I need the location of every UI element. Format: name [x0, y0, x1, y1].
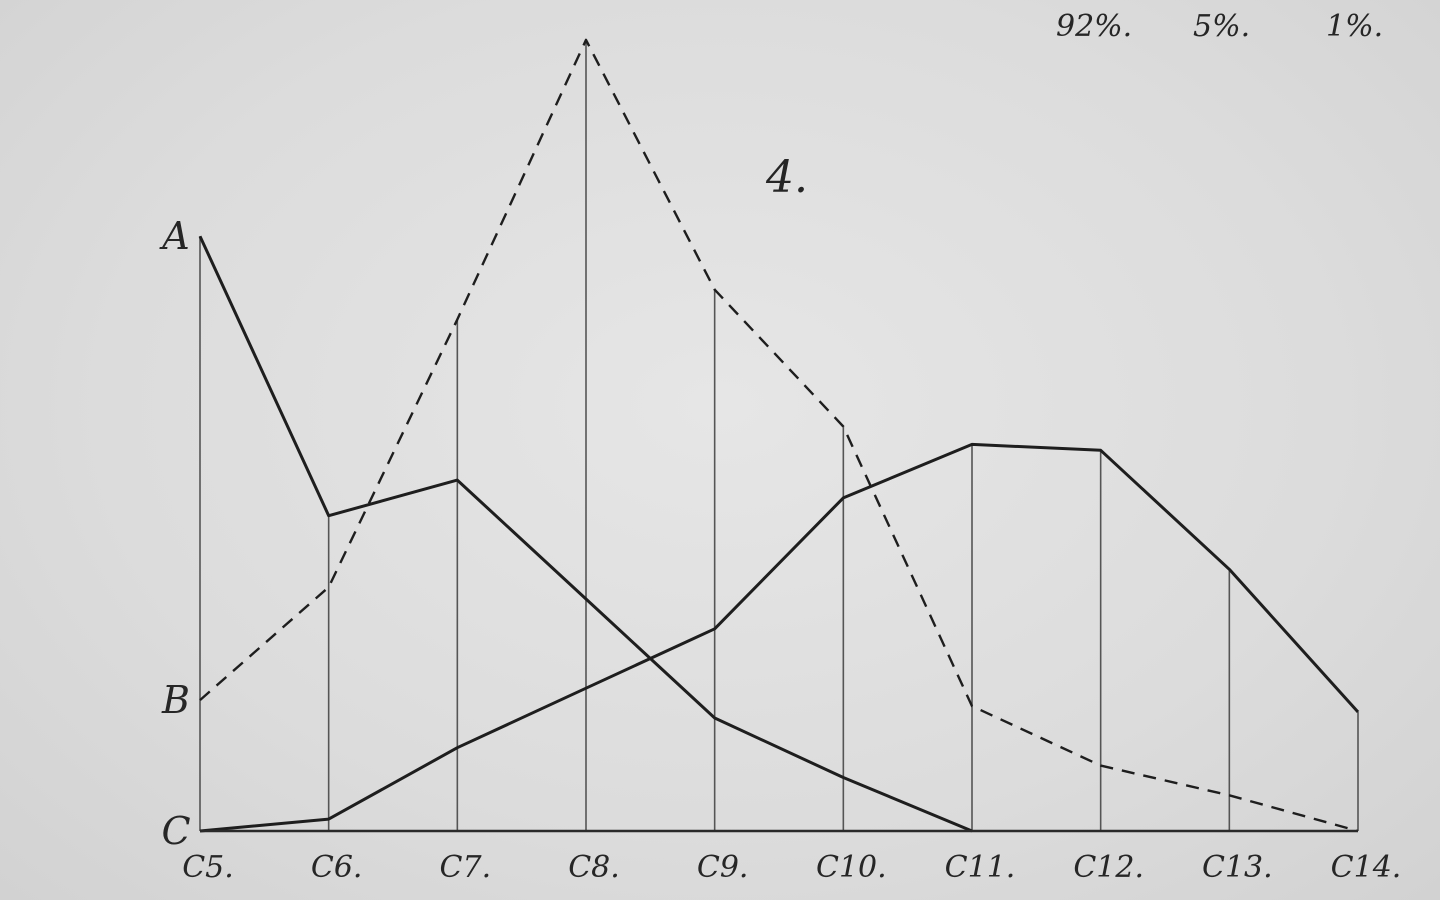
tick-labels: C5. C6. C7. C8. C9. C10. C11. C12. C13. C14. — [182, 850, 1401, 885]
series-lines — [198, 38, 1360, 833]
figure-number: 4. — [765, 152, 808, 203]
x-tick-label-8: C12. — [1073, 850, 1144, 885]
x-tick-label-1: C5. — [182, 850, 234, 885]
x-tick-label-4: C8. — [568, 850, 620, 885]
series-line-a-1 — [198, 235, 973, 833]
x-tick-label-2: C6. — [311, 850, 363, 885]
series-line-b-2 — [199, 38, 1359, 833]
header-percentage-3: 1%. — [1326, 9, 1383, 44]
series-letter-a: A — [159, 214, 189, 258]
x-tick-label-5: C9. — [697, 850, 749, 885]
series-letters: A B C — [159, 214, 190, 853]
x-tick-label-10: C14. — [1331, 850, 1402, 885]
x-tick-label-7: C11. — [945, 850, 1016, 885]
header-percentage-1: 92%. — [1056, 9, 1132, 44]
x-tick-label-3: C7. — [440, 850, 492, 885]
x-tick-label-6: C10. — [816, 850, 887, 885]
series-line-c-3 — [199, 442, 1360, 833]
x-tick-label-9: C13. — [1202, 850, 1273, 885]
series-letter-b: B — [161, 678, 190, 722]
header-percentage-2: 5%. — [1193, 9, 1250, 44]
series-letter-c: C — [161, 809, 190, 853]
grid-lines — [199, 39, 1359, 831]
